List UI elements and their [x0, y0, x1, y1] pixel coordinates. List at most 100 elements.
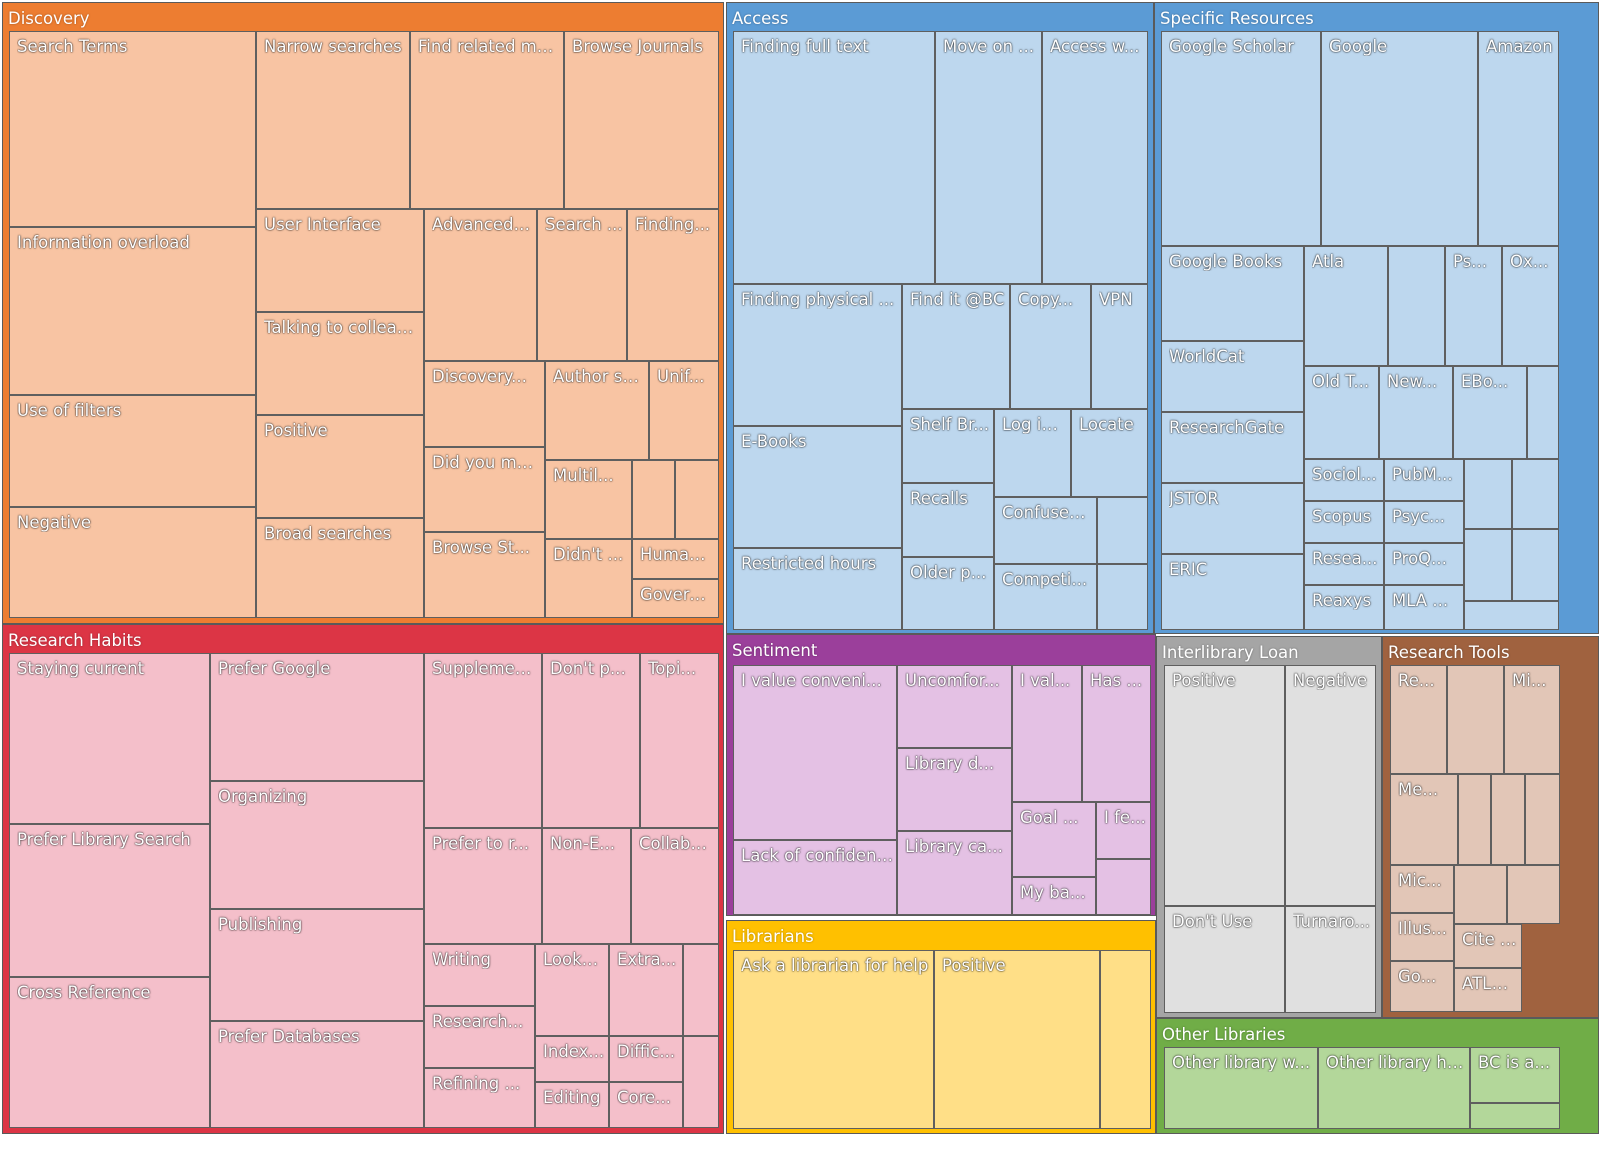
treemap-cell-label: Positive — [1172, 671, 1236, 690]
treemap-cell: Discovery... — [424, 361, 545, 447]
treemap-cell-label: Organizing — [218, 787, 308, 806]
treemap-cell: Locate — [1071, 409, 1148, 497]
treemap-cell-label: New... — [1387, 372, 1438, 391]
treemap-cell-label: Human ... — [640, 545, 715, 564]
treemap-cell — [1525, 774, 1560, 865]
treemap-cell: Reaxys — [1304, 585, 1384, 630]
treemap-cell-label: Advanced ... — [432, 215, 533, 234]
treemap-cell-label: Library d... — [905, 754, 995, 773]
treemap-cell-label: Information overload — [17, 233, 190, 252]
treemap-cell: Topi... — [640, 653, 719, 828]
treemap-cell: MLA ... — [1384, 585, 1464, 630]
treemap-cell-label: Me... — [1398, 780, 1439, 799]
treemap-group-librarians: Librarians Ask a librarian for help Positi… — [726, 920, 1156, 1134]
treemap-cell-label: Core... — [617, 1088, 671, 1107]
treemap-cell-label: Multil... — [553, 466, 614, 485]
treemap-cell-label: I fe... — [1104, 808, 1146, 827]
treemap-cell: Refining ... — [424, 1068, 535, 1128]
treemap-cell-label: Log in ... — [1002, 415, 1067, 434]
treemap-cell — [1491, 774, 1525, 865]
treemap-cell: Didn't ... — [545, 539, 632, 618]
treemap-group-other-libraries: Other Libraries Other library w... Other l… — [1156, 1018, 1599, 1134]
treemap-cell — [1458, 774, 1491, 865]
treemap-cell-label: Google — [1329, 37, 1388, 56]
treemap-cell: ERIC — [1161, 554, 1304, 630]
treemap-cell-label: Other library w... — [1172, 1053, 1311, 1072]
treemap-cell: Psyc... — [1384, 501, 1464, 543]
treemap-cell-label: Positive — [942, 956, 1006, 975]
treemap-cell — [675, 460, 719, 539]
treemap-cell: Other library w... — [1164, 1047, 1318, 1129]
treemap-cell — [683, 944, 719, 1036]
treemap-cell: Don't p... — [542, 653, 640, 828]
treemap-cell-label: My ba... — [1020, 883, 1086, 902]
treemap-cell-label: VPN — [1099, 290, 1133, 309]
treemap-cell: Find it @BC — [902, 284, 1010, 409]
treemap-cell: EBo... — [1453, 366, 1527, 459]
treemap-cell: Narrow searches — [256, 31, 410, 209]
treemap-cell-label: Older p... — [910, 563, 987, 582]
treemap-cell-label: ProQ... — [1392, 549, 1447, 568]
treemap-cell-label: Topi... — [648, 659, 697, 678]
treemap-cell: Illus... — [1390, 913, 1454, 961]
treemap-cell-label: Author se... — [553, 367, 645, 386]
treemap-cell: Unif... — [649, 361, 719, 460]
treemap-group-access: Access Finding full text Move on ... Access… — [726, 2, 1154, 634]
treemap-cell: Log in ... — [994, 409, 1071, 497]
treemap-cell-label: Go... — [1398, 967, 1437, 986]
treemap-cell: VPN — [1091, 284, 1148, 409]
treemap-cell: Positive — [934, 950, 1100, 1129]
treemap-cell — [1447, 665, 1504, 774]
treemap-cell: Browse St... — [424, 532, 545, 618]
treemap-cell-label: Looks... — [543, 950, 605, 969]
treemap-cell-label: Access w... — [1050, 37, 1140, 56]
treemap-cell: ProQ... — [1384, 543, 1464, 585]
treemap-cell: Positive — [1164, 665, 1285, 906]
treemap-cell: Old T... — [1304, 366, 1379, 459]
treemap-cell: Editing — [535, 1082, 609, 1128]
treemap-cell: Copy... — [1010, 284, 1091, 409]
treemap-cell: Finding physical ... — [733, 284, 902, 426]
treemap-cell-label: Unif... — [657, 367, 705, 386]
treemap-cell: E-Books — [733, 426, 902, 548]
treemap-cell-label: Ps... — [1453, 252, 1487, 271]
treemap-cell: Uncomfor... — [897, 665, 1012, 748]
treemap-cell: Older p... — [902, 557, 994, 630]
treemap-cell: Find related ma... — [410, 31, 564, 209]
treemap-cell: Mi... — [1504, 665, 1560, 774]
treemap-cell-label: Positive — [264, 421, 328, 440]
treemap-cell-label: Other library ha... — [1326, 1053, 1466, 1072]
treemap-cell — [1512, 459, 1559, 529]
treemap-cell: Finding full text — [733, 31, 935, 284]
treemap-group-discovery: Discovery Search Terms Information overloa… — [2, 2, 724, 624]
treemap-cell: Looks... — [535, 944, 609, 1036]
treemap-cell: Ask a librarian for help — [733, 950, 934, 1129]
treemap-cell-label: Talking to colleag... — [264, 318, 420, 337]
treemap-cell-label: Atla — [1312, 252, 1345, 271]
treemap-cell: Sociol... — [1304, 459, 1384, 501]
treemap-cell: Prefer Databases — [210, 1021, 424, 1128]
treemap-cell-label: Collabo... — [639, 834, 715, 853]
treemap-cell: Confused ... — [994, 497, 1097, 564]
treemap-group-research-tools: Research Tools Re... Mi... Me... Mic... Illus… — [1382, 636, 1599, 1018]
treemap-cell: Author se... — [545, 361, 649, 460]
treemap-cell-label: Prefer Google — [218, 659, 331, 678]
treemap-cell-label: Cite t... — [1462, 930, 1518, 949]
treemap-cell-label: Find it @BC — [910, 290, 1005, 309]
treemap-cell-label: Staying current — [17, 659, 145, 678]
treemap-cell-label: E-Books — [741, 432, 807, 451]
treemap-cell — [1470, 1103, 1560, 1129]
treemap-cell-label: BC is a... — [1478, 1053, 1551, 1072]
treemap-cell: Govern... — [632, 579, 719, 618]
treemap-group-research-habits: Research Habits Staying current Prefer Lib… — [2, 624, 724, 1134]
treemap-cell: Scopus — [1304, 501, 1384, 543]
treemap-cell: Multil... — [545, 460, 632, 539]
treemap-group-title: Access — [732, 9, 789, 28]
treemap-cell-label: Old T... — [1312, 372, 1370, 391]
treemap-cell: Organizing — [210, 781, 424, 909]
treemap-cell: Collabo... — [631, 828, 719, 944]
treemap-cell-label: ERIC — [1169, 560, 1208, 579]
treemap-cell: Lack of confidence — [733, 840, 897, 915]
treemap-cell-label: MLA ... — [1392, 591, 1449, 610]
treemap-cell-label: Research... — [432, 1012, 524, 1031]
